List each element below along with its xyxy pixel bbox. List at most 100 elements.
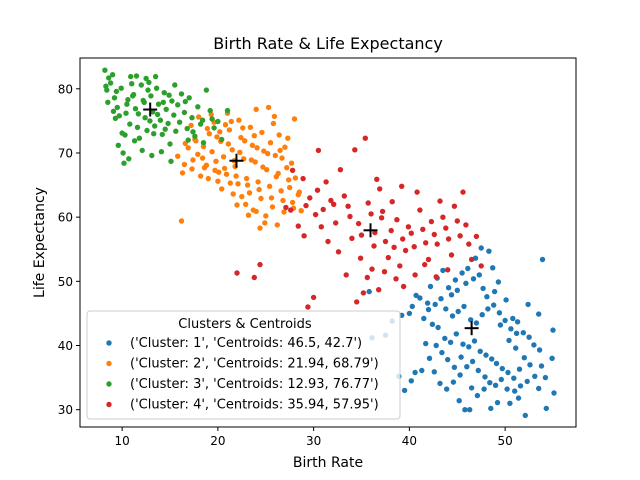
data-point xyxy=(143,75,149,82)
data-point xyxy=(521,355,527,361)
data-point xyxy=(536,347,543,353)
series-1 xyxy=(366,245,557,419)
data-point xyxy=(355,220,362,227)
data-point xyxy=(379,208,386,215)
data-point xyxy=(300,175,306,182)
data-point xyxy=(106,75,112,81)
data-point xyxy=(190,157,196,163)
data-point xyxy=(328,197,334,204)
data-point xyxy=(489,356,495,362)
data-point xyxy=(215,118,221,125)
data-point xyxy=(434,241,440,247)
data-point xyxy=(114,104,121,111)
data-point xyxy=(178,218,185,224)
data-point xyxy=(264,167,270,173)
data-point xyxy=(388,227,394,234)
data-point xyxy=(292,175,299,181)
data-point xyxy=(270,120,277,127)
data-point xyxy=(394,217,400,223)
data-point xyxy=(393,276,399,282)
y-tick-label: 80 xyxy=(58,82,73,96)
data-point xyxy=(341,193,347,199)
data-point xyxy=(456,398,462,404)
x-tick-label: 20 xyxy=(210,434,225,448)
data-point xyxy=(536,311,542,317)
data-point xyxy=(524,378,530,385)
data-point xyxy=(209,116,215,122)
data-point xyxy=(492,382,499,388)
data-point xyxy=(495,279,502,285)
data-point xyxy=(295,223,301,229)
data-point xyxy=(144,127,150,134)
data-point xyxy=(124,101,130,107)
data-point xyxy=(169,98,175,104)
data-point xyxy=(152,73,159,80)
data-point xyxy=(445,267,451,273)
data-point xyxy=(450,379,457,385)
data-point xyxy=(268,195,275,201)
data-point xyxy=(494,399,501,406)
data-point xyxy=(513,330,520,336)
data-point xyxy=(438,296,444,302)
data-point xyxy=(279,155,285,161)
data-point xyxy=(376,287,382,293)
legend-label: ('Cluster: 3', 'Centroids: 12.93, 76.77'… xyxy=(130,377,379,392)
data-point xyxy=(135,111,142,117)
data-point xyxy=(201,165,208,171)
data-point xyxy=(178,91,185,97)
series-3 xyxy=(102,67,231,166)
data-point xyxy=(335,249,342,255)
data-point xyxy=(209,149,215,155)
data-point xyxy=(358,232,365,238)
data-point xyxy=(192,133,198,139)
data-point xyxy=(402,247,409,254)
centroid-marker-4 xyxy=(363,223,378,238)
data-point xyxy=(132,106,139,112)
data-point xyxy=(462,407,468,413)
data-point xyxy=(464,364,470,370)
data-point xyxy=(360,290,367,296)
data-point xyxy=(391,244,397,250)
data-point xyxy=(113,88,120,95)
data-point xyxy=(216,169,222,175)
data-point xyxy=(190,129,196,135)
legend-marker xyxy=(106,340,112,346)
data-point xyxy=(240,125,246,131)
data-point xyxy=(196,114,202,120)
legend-label: ('Cluster: 2', 'Centroids: 21.94, 68.79'… xyxy=(130,357,379,372)
data-point xyxy=(118,85,124,91)
data-point xyxy=(463,222,469,228)
data-point xyxy=(233,173,239,179)
data-point xyxy=(469,358,476,365)
data-point xyxy=(130,93,136,99)
data-point xyxy=(172,82,178,88)
legend-box xyxy=(86,310,401,420)
y-tick-label: 30 xyxy=(58,403,73,417)
data-point xyxy=(211,125,217,131)
data-point xyxy=(437,198,443,204)
data-point xyxy=(223,171,230,177)
data-point xyxy=(460,189,466,195)
data-point xyxy=(320,206,326,213)
data-point xyxy=(161,90,167,96)
data-point xyxy=(454,287,460,293)
data-point xyxy=(158,149,165,155)
data-point xyxy=(181,161,188,168)
data-point xyxy=(162,126,168,132)
data-point xyxy=(493,360,500,367)
data-point xyxy=(112,115,119,122)
data-point xyxy=(258,195,264,202)
data-point xyxy=(511,375,517,381)
data-point xyxy=(271,113,278,120)
data-point xyxy=(266,183,273,189)
data-point xyxy=(181,109,188,116)
data-point xyxy=(445,236,452,242)
data-point xyxy=(440,214,446,220)
data-point xyxy=(474,392,481,399)
data-point xyxy=(445,356,451,363)
data-point xyxy=(109,72,116,78)
data-point xyxy=(254,145,260,151)
data-point xyxy=(531,342,537,348)
data-point xyxy=(432,301,438,308)
